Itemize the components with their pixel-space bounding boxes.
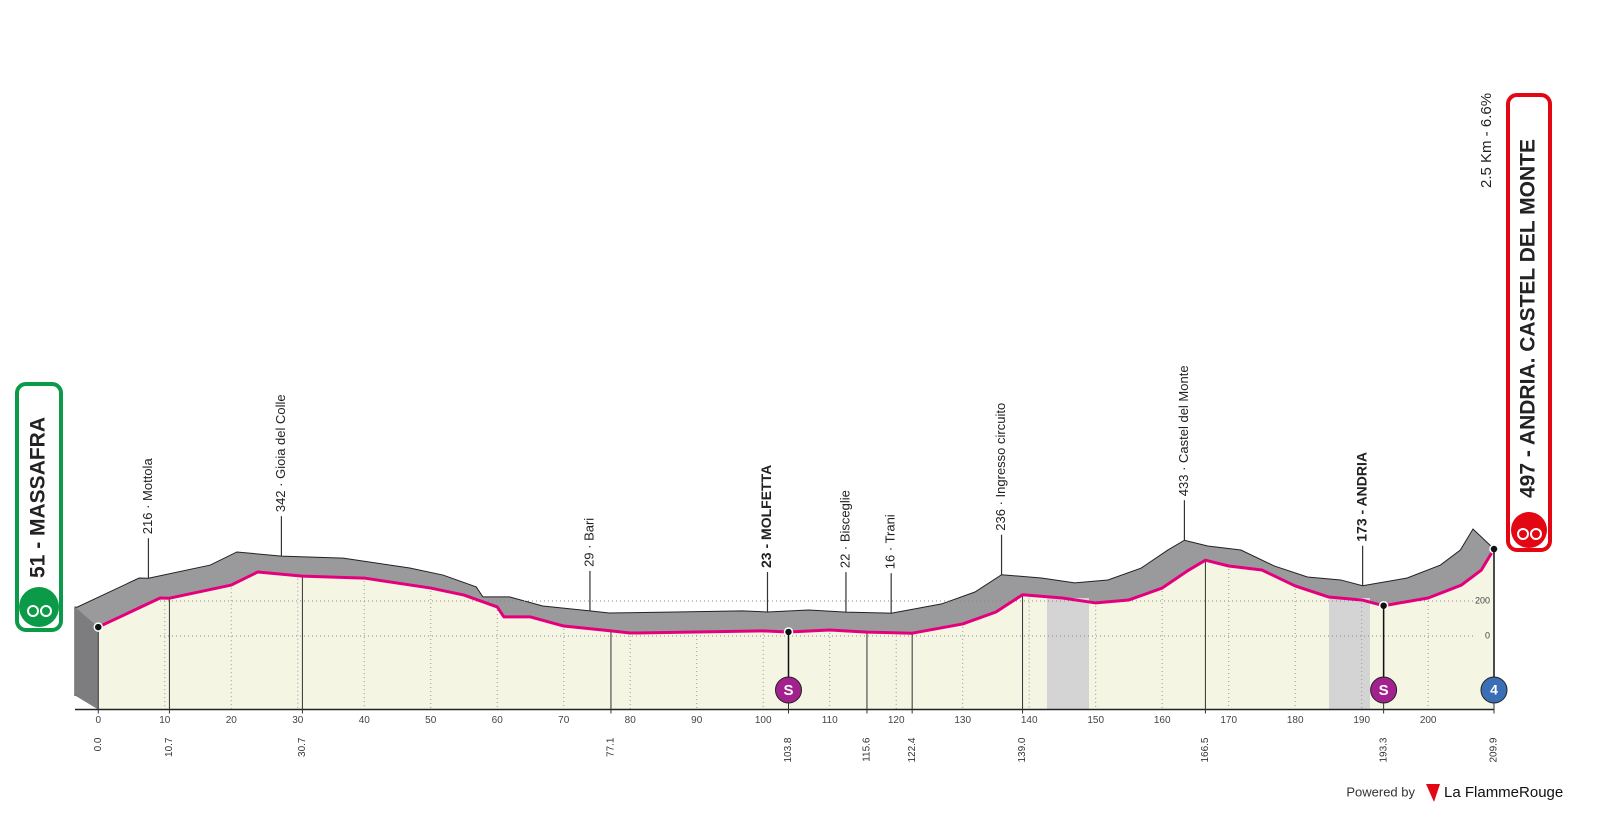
x-tick-label: 180 [1287,715,1304,726]
distance-label: 0.0 [93,737,104,751]
x-tick-label: 170 [1220,715,1237,726]
y-tick-label: 0 [1485,630,1490,640]
finish-icon [1530,528,1542,540]
x-tick-label: 100 [755,715,772,726]
brand-icon [1426,784,1440,802]
x-tick-label: 130 [954,715,971,726]
powered-by: Powered by [1346,784,1415,799]
sprint-badge [1370,676,1398,704]
x-tick-label: 200 [1420,715,1437,726]
waypoint-label: 22 · Bisceglie [837,490,852,568]
finish-label: 497 - ANDRIA. CASTEL DEL MONTE [1517,139,1540,498]
x-tick-label: 50 [425,715,437,726]
profile-area [98,549,1494,710]
start-icon [40,605,52,617]
distance-label: 10.7 [164,737,175,757]
x-tick-label: 60 [492,715,504,726]
waypoint-label: 23 - MOLFETTA [758,465,774,568]
x-tick-label: 80 [625,715,637,726]
endpoint-dot [93,622,104,632]
waypoint-label: 29 · Bari [581,518,596,567]
distance-label: 103.8 [783,737,794,762]
x-tick-label: 160 [1154,715,1171,726]
x-tick-label: 190 [1353,715,1370,726]
sprint-label: S [783,682,793,699]
distance-label: 209.9 [1489,737,1500,762]
distance-label: 115.6 [862,737,873,762]
start-icon [19,587,59,627]
finish-badge-label: 4 [1490,682,1498,698]
profile-wall [75,607,99,710]
start-label: 51 - MASSAFRA [27,417,50,578]
waypoint-label: 16 · Trani [883,514,898,569]
sprint-badge [774,676,802,704]
waypoint-label: 216 · Mottola [140,458,155,535]
x-tick-label: 140 [1021,715,1038,726]
x-tick-label: 40 [359,715,371,726]
distance-label: 30.7 [297,737,308,757]
start-box [15,382,63,632]
waypoint-label: 173 - ANDRIA [1353,452,1369,542]
x-tick-label: 30 [292,715,304,726]
waypoint-label: 342 · Gioia del Colle [273,394,288,512]
circuit-shade [1329,598,1370,710]
x-tick-label: 150 [1087,715,1104,726]
distance-label: 166.5 [1200,737,1211,762]
waypoint-label: 236 · Ingresso circuito [993,403,1008,531]
x-tick-label: 110 [822,715,838,726]
start-icon [27,605,39,617]
y-tick-label: 200 [1475,595,1490,605]
distance-label: 77.1 [606,737,617,757]
finish-box [1506,93,1552,552]
brand: La FlammeRouge [1444,784,1563,801]
x-tick-label: 10 [159,715,171,726]
distance-label: 139.0 [1017,737,1028,762]
x-tick-label: 90 [691,715,703,726]
plot: 0 200 0 10 20 30 40 50 60 70 80 90 100 110 120 130 140 15… [74,365,1508,763]
distance-label: 193.3 [1378,737,1389,762]
x-tick-label: 120 [888,715,905,726]
circuit-shade [1047,598,1089,710]
distance-label: 122.4 [907,737,918,762]
finish-icon [1511,512,1547,548]
finish-badge [1480,676,1508,704]
x-tick-label: 20 [226,715,238,726]
elevation-line [97,548,1496,635]
sprint-label: S [1379,682,1389,699]
x-tick-label: 0 [95,715,101,726]
final-climb: 2.5 Km - 6.6% [1478,93,1495,188]
finish-icon [1517,528,1529,540]
waypoint-label: 433 · Castel del Monte [1176,365,1191,496]
x-tick-label: 70 [558,715,570,726]
